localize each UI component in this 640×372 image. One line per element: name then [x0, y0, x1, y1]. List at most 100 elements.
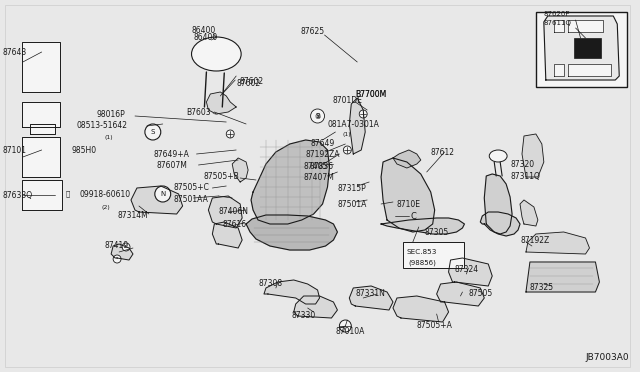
Bar — [536, 12, 627, 87]
Text: 87305: 87305 — [425, 228, 449, 237]
Circle shape — [113, 255, 121, 263]
Bar — [573, 38, 602, 58]
Polygon shape — [131, 186, 182, 214]
Text: 87501AA: 87501AA — [173, 195, 209, 203]
Polygon shape — [22, 102, 60, 127]
Text: 87314M: 87314M — [117, 211, 148, 219]
Text: 87324: 87324 — [454, 266, 479, 275]
Text: 87649: 87649 — [310, 138, 335, 148]
Text: N: N — [160, 191, 165, 197]
Text: 8710E: 8710E — [397, 199, 421, 208]
Text: B7700M: B7700M — [355, 90, 387, 99]
Polygon shape — [264, 280, 319, 304]
Text: 87192Z: 87192Z — [520, 235, 549, 244]
Polygon shape — [246, 215, 337, 250]
Circle shape — [122, 243, 130, 251]
Text: 87311Q: 87311Q — [510, 171, 540, 180]
Polygon shape — [554, 64, 564, 76]
Text: SEC.853: SEC.853 — [407, 249, 437, 255]
Text: 87330: 87330 — [292, 311, 316, 321]
Text: 87192ZA: 87192ZA — [306, 150, 340, 158]
Polygon shape — [294, 296, 337, 318]
Text: 87611Q: 87611Q — [544, 20, 572, 26]
Text: 87505+B: 87505+B — [204, 171, 239, 180]
Polygon shape — [22, 137, 60, 177]
Text: 87331N: 87331N — [355, 289, 385, 298]
Text: 87308: 87308 — [258, 279, 282, 289]
Text: 86400: 86400 — [191, 26, 216, 35]
Text: 98016P: 98016P — [96, 109, 125, 119]
Text: 87501A: 87501A — [337, 199, 367, 208]
Text: 87419: 87419 — [104, 241, 129, 250]
Polygon shape — [484, 174, 512, 234]
Polygon shape — [526, 262, 600, 292]
Text: 87505: 87505 — [468, 289, 493, 298]
Circle shape — [211, 104, 221, 114]
Ellipse shape — [489, 150, 507, 162]
Text: 87625: 87625 — [301, 26, 325, 35]
Polygon shape — [207, 92, 236, 114]
Polygon shape — [30, 124, 54, 134]
Circle shape — [359, 110, 367, 118]
Polygon shape — [232, 158, 248, 182]
Text: (2): (2) — [101, 205, 110, 209]
Circle shape — [155, 186, 171, 202]
Text: C: C — [411, 212, 417, 221]
Circle shape — [310, 109, 324, 123]
Text: 87649+A: 87649+A — [154, 150, 189, 158]
Text: 87607M: 87607M — [157, 160, 188, 170]
Text: B7700M: B7700M — [355, 90, 387, 99]
Text: 87505+C: 87505+C — [173, 183, 209, 192]
Text: 87836: 87836 — [310, 161, 333, 170]
Polygon shape — [436, 282, 484, 306]
Polygon shape — [349, 98, 365, 154]
Text: 87643: 87643 — [3, 48, 28, 57]
Text: B7603: B7603 — [187, 108, 211, 116]
Polygon shape — [480, 212, 520, 236]
Text: JB7003A0: JB7003A0 — [586, 353, 629, 362]
Polygon shape — [568, 20, 604, 32]
Text: 87620P: 87620P — [544, 11, 570, 17]
Polygon shape — [381, 158, 435, 232]
Circle shape — [339, 320, 351, 332]
Text: 08513-51642: 08513-51642 — [76, 121, 127, 129]
Polygon shape — [554, 20, 564, 32]
Text: 87612: 87612 — [431, 148, 454, 157]
Text: 87602: 87602 — [236, 78, 260, 87]
Text: 87633Q: 87633Q — [3, 190, 33, 199]
Text: 87407M: 87407M — [303, 173, 335, 182]
Text: (1): (1) — [104, 135, 113, 140]
Polygon shape — [349, 286, 393, 310]
Ellipse shape — [191, 37, 241, 71]
Polygon shape — [522, 134, 544, 177]
Circle shape — [227, 130, 234, 138]
Text: ③: ③ — [314, 114, 321, 120]
Polygon shape — [393, 150, 420, 168]
Text: 87010A: 87010A — [335, 327, 365, 337]
Polygon shape — [520, 200, 538, 226]
Polygon shape — [381, 218, 465, 234]
Text: 87320: 87320 — [510, 160, 534, 169]
Text: S: S — [150, 129, 155, 135]
Polygon shape — [212, 222, 242, 248]
Polygon shape — [22, 42, 60, 92]
Text: 87602: 87602 — [239, 77, 263, 86]
Bar — [403, 242, 465, 268]
Polygon shape — [568, 64, 611, 76]
Polygon shape — [544, 16, 620, 80]
Polygon shape — [393, 296, 449, 322]
Text: 86400: 86400 — [193, 32, 218, 42]
Text: 87325: 87325 — [530, 283, 554, 292]
Text: 87315P: 87315P — [337, 183, 366, 192]
Polygon shape — [22, 180, 61, 210]
Text: 87505+A: 87505+A — [417, 321, 452, 330]
Text: B: B — [315, 113, 320, 119]
Text: 09918-60610: 09918-60610 — [79, 189, 131, 199]
Polygon shape — [449, 258, 492, 286]
Text: (98856): (98856) — [409, 260, 436, 266]
Text: 8701DE: 8701DE — [332, 96, 362, 105]
Text: 081A7-0301A: 081A7-0301A — [328, 119, 380, 128]
Circle shape — [344, 146, 351, 154]
Circle shape — [145, 124, 161, 140]
Text: 87101: 87101 — [3, 145, 27, 154]
